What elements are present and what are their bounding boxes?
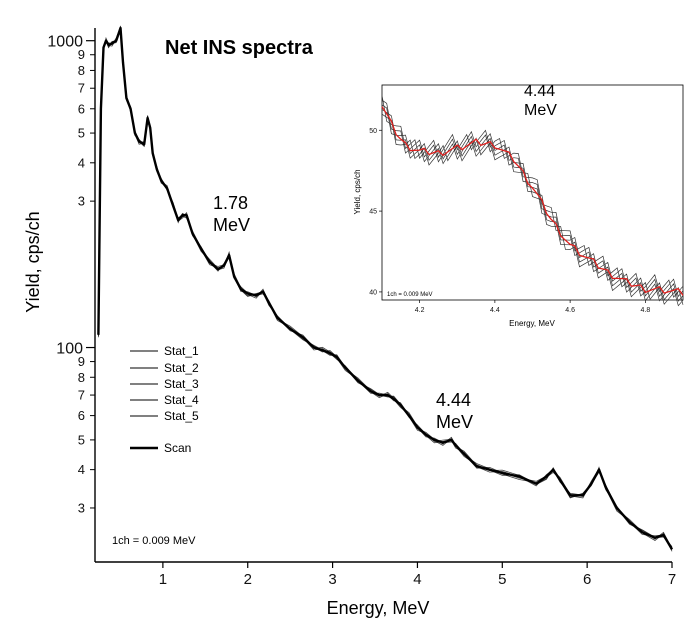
y-minor-tick-label: 6 bbox=[78, 408, 85, 423]
x-tick-label: 6 bbox=[583, 571, 591, 588]
y-minor-tick-label: 5 bbox=[78, 432, 85, 447]
x-axis-label: Energy, MeV bbox=[327, 598, 430, 618]
inset-y-tick-label: 40 bbox=[369, 289, 377, 296]
annotation-4-44-unit: MeV bbox=[436, 412, 473, 432]
y-minor-tick-label: 4 bbox=[78, 155, 85, 170]
legend-label-stat-5: Stat_5 bbox=[164, 409, 199, 423]
y-major-tick-label: 100 bbox=[56, 341, 83, 358]
x-tick-label: 4 bbox=[413, 571, 421, 588]
channel-width-note: 1ch = 0.009 MeV bbox=[112, 535, 196, 547]
inset-stat-5-line bbox=[381, 95, 684, 298]
inset-y-tick-label: 45 bbox=[369, 209, 377, 216]
legend-label-stat-3: Stat_3 bbox=[164, 377, 199, 391]
y-minor-tick-label: 7 bbox=[78, 388, 85, 403]
inset-annotation-unit: MeV bbox=[524, 102, 557, 119]
inset-x-tick-label: 4.4 bbox=[490, 307, 500, 314]
annotation-1-78-value: 1.78 bbox=[213, 193, 248, 213]
y-minor-tick-label: 9 bbox=[78, 354, 85, 369]
y-minor-tick-label: 9 bbox=[78, 47, 85, 62]
inset-frame bbox=[381, 84, 684, 301]
inset-x-tick-label: 4.8 bbox=[641, 307, 651, 314]
legend-label-stat-1: Stat_1 bbox=[164, 344, 199, 358]
legend-label-stat-4: Stat_4 bbox=[164, 393, 199, 407]
annotation-1-78-unit: MeV bbox=[213, 215, 250, 235]
y-major-tick-label: 1000 bbox=[47, 34, 83, 51]
inset-y-axis-label: Yield, cps/ch bbox=[353, 169, 362, 214]
inset-y-tick-label: 50 bbox=[369, 128, 377, 135]
y-minor-tick-label: 8 bbox=[78, 370, 85, 385]
y-minor-tick-label: 7 bbox=[78, 81, 85, 96]
inset-stat-1-line bbox=[381, 113, 684, 305]
inset-annotation-value: 4.44 bbox=[524, 83, 555, 100]
inset-stat-4-line bbox=[381, 99, 684, 298]
inset-x-axis-label: Energy, MeV bbox=[509, 319, 555, 328]
x-tick-label: 5 bbox=[498, 571, 506, 588]
x-tick-label: 2 bbox=[244, 571, 252, 588]
inset-channel-width-note: 1ch = 0.009 MeV bbox=[387, 292, 433, 298]
main-scan-line bbox=[97, 26, 674, 550]
legend-label-stat-2: Stat_2 bbox=[164, 361, 199, 375]
inset-x-tick-label: 4.6 bbox=[565, 307, 575, 314]
inset-x-tick-label: 4.2 bbox=[415, 307, 425, 314]
y-minor-tick-label: 3 bbox=[78, 500, 85, 515]
y-minor-tick-label: 4 bbox=[78, 462, 85, 477]
annotation-4-44-value: 4.44 bbox=[436, 390, 471, 410]
inset-stat-2-line bbox=[381, 109, 684, 307]
y-minor-tick-label: 3 bbox=[78, 194, 85, 209]
y-axis-label: Yield, cps/ch bbox=[23, 211, 43, 312]
y-minor-tick-label: 8 bbox=[78, 63, 85, 78]
chart-title: Net INS spectra bbox=[165, 37, 314, 59]
x-tick-label: 7 bbox=[668, 571, 676, 588]
legend: Stat_1 Stat_2 Stat_3 Stat_4 Stat_5 Scan bbox=[130, 344, 199, 455]
y-minor-tick-label: 6 bbox=[78, 101, 85, 116]
x-tick-label: 3 bbox=[328, 571, 336, 588]
inset-scan-line bbox=[381, 106, 684, 296]
legend-label-scan: Scan bbox=[164, 441, 191, 455]
x-tick-label: 1 bbox=[159, 571, 167, 588]
y-minor-tick-label: 5 bbox=[78, 126, 85, 141]
